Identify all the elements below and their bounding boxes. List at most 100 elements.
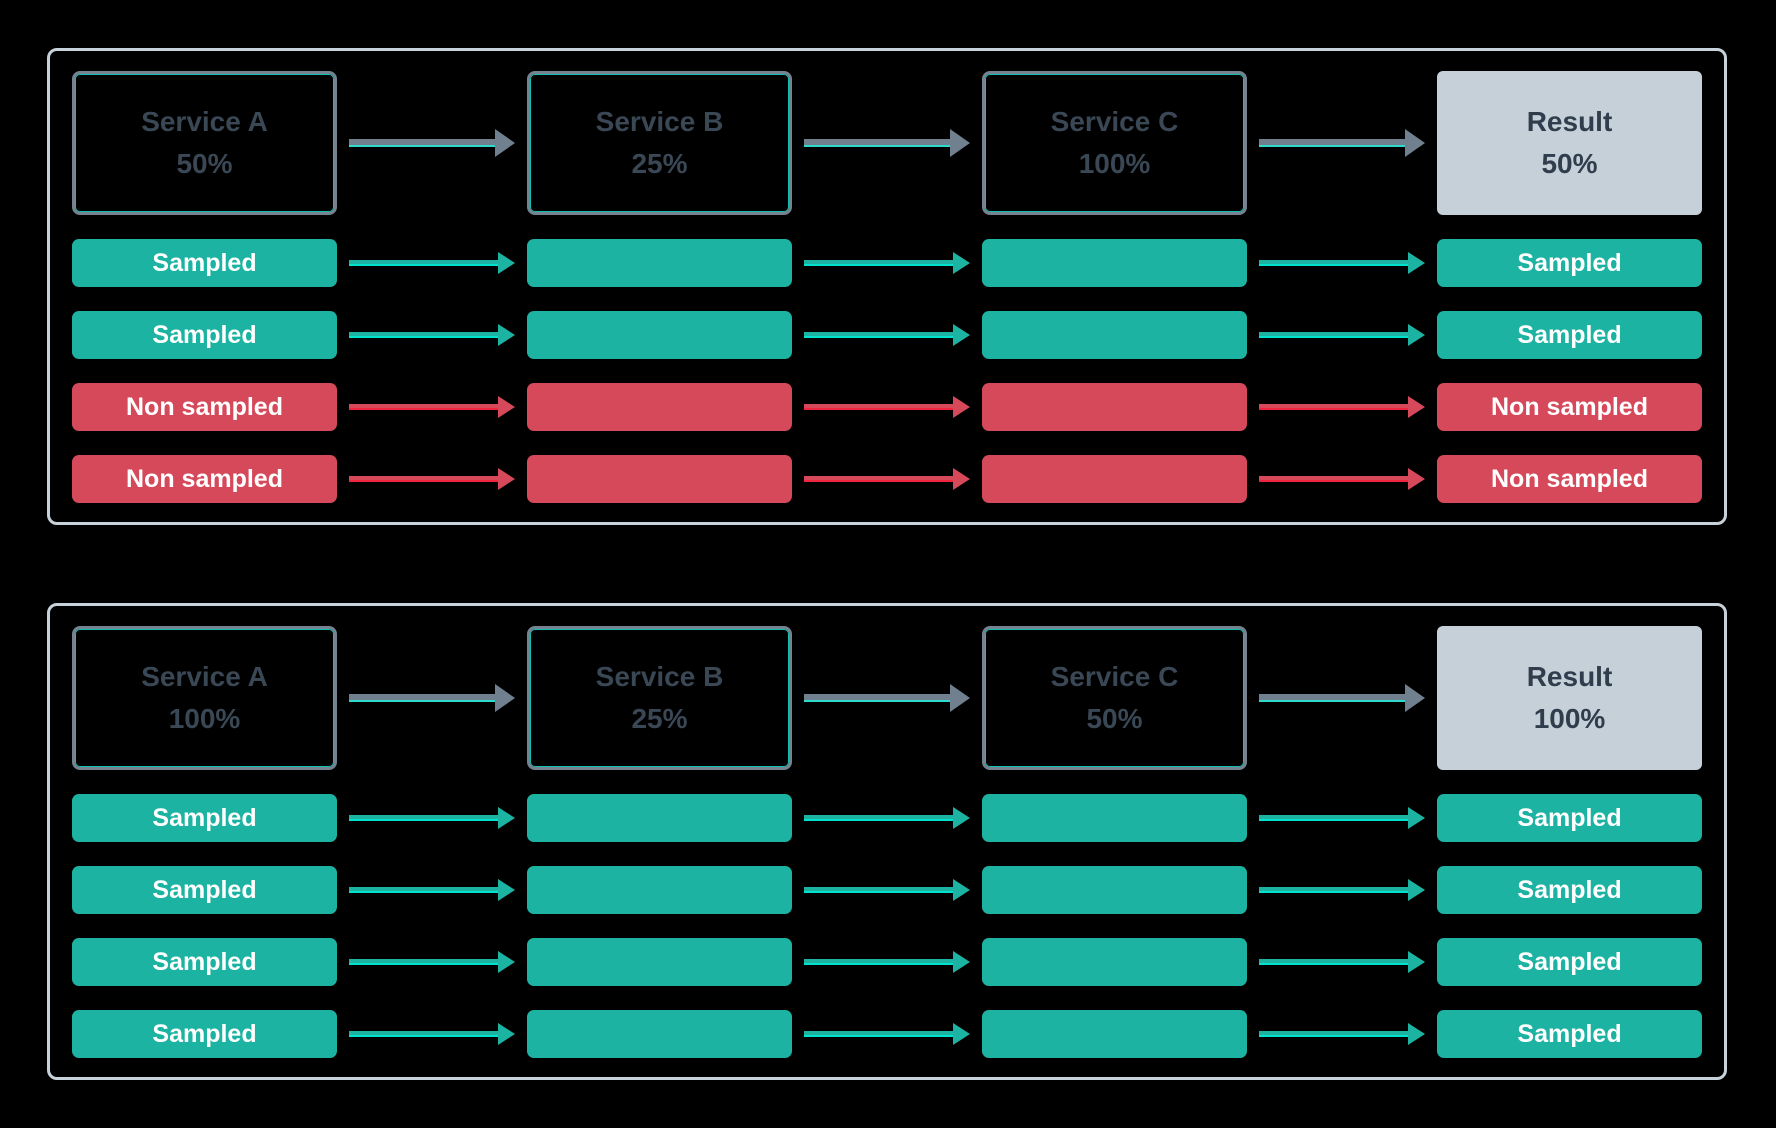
- result-rate: 100%: [1533, 703, 1606, 734]
- trace-badge-label: Sampled: [152, 803, 257, 832]
- arrow-right-icon: [1259, 626, 1425, 770]
- service-rate: 50%: [176, 148, 233, 179]
- arrow-right-icon: [804, 311, 970, 359]
- trace-badge-label: Sampled: [152, 947, 257, 976]
- trace-badge: Sampled: [72, 866, 337, 914]
- arrow-right-icon: [349, 1010, 515, 1058]
- trace-badge: Sampled: [72, 311, 337, 359]
- arrow-right-icon: [349, 239, 515, 287]
- arrow-right-icon: [349, 794, 515, 842]
- trace-badge-label: Sampled: [152, 1019, 257, 1048]
- trace-bar: [527, 455, 792, 503]
- trace-badge: Sampled: [72, 1010, 337, 1058]
- arrow-right-icon: [804, 866, 970, 914]
- service-rate: 100%: [168, 703, 241, 734]
- arrow-right-icon: [804, 794, 970, 842]
- service-b-box: Service B 25%: [527, 71, 792, 215]
- trace-badge-label: Non sampled: [126, 464, 283, 493]
- sampling-panel-2: Service A 100% Service B 25% Service C 5…: [47, 603, 1727, 1080]
- trace-badge: Non sampled: [72, 455, 337, 503]
- trace-bar: [527, 311, 792, 359]
- service-c-box: Service C 100%: [982, 71, 1247, 215]
- trace-badge: Sampled: [1437, 938, 1702, 986]
- arrow-right-icon: [1259, 938, 1425, 986]
- arrow-right-icon: [804, 239, 970, 287]
- result-name: Result: [1526, 661, 1613, 692]
- trace-bar: [527, 866, 792, 914]
- trace-badge-label: Sampled: [1517, 875, 1622, 904]
- arrow-right-icon: [349, 455, 515, 503]
- arrow-right-icon: [804, 938, 970, 986]
- trace-bar: [982, 383, 1247, 431]
- trace-bar: [982, 455, 1247, 503]
- trace-badge-label: Non sampled: [1491, 392, 1648, 421]
- service-c-box: Service C 50%: [982, 626, 1247, 770]
- trace-badge-label: Non sampled: [126, 392, 283, 421]
- trace-badge-label: Sampled: [152, 248, 257, 277]
- trace-bar: [982, 239, 1247, 287]
- service-name: Service C: [1050, 661, 1179, 692]
- trace-badge: Non sampled: [1437, 455, 1702, 503]
- result-box: Result 50%: [1437, 71, 1702, 215]
- service-rate: 25%: [631, 703, 688, 734]
- trace-badge-label: Sampled: [1517, 1019, 1622, 1048]
- trace-bar: [527, 239, 792, 287]
- trace-badge-label: Sampled: [152, 320, 257, 349]
- service-name: Service C: [1050, 106, 1179, 137]
- trace-badge: Sampled: [1437, 866, 1702, 914]
- service-name: Service B: [595, 661, 724, 692]
- trace-badge-label: Sampled: [1517, 320, 1622, 349]
- arrow-right-icon: [1259, 1010, 1425, 1058]
- result-rate: 50%: [1541, 148, 1598, 179]
- arrow-right-icon: [804, 383, 970, 431]
- trace-badge-label: Sampled: [152, 875, 257, 904]
- trace-badge: Sampled: [1437, 311, 1702, 359]
- trace-bar: [527, 794, 792, 842]
- arrow-right-icon: [1259, 794, 1425, 842]
- service-name: Service A: [141, 661, 268, 692]
- trace-badge: Sampled: [72, 794, 337, 842]
- arrow-right-icon: [349, 383, 515, 431]
- arrow-right-icon: [1259, 455, 1425, 503]
- trace-bar: [527, 383, 792, 431]
- result-box: Result 100%: [1437, 626, 1702, 770]
- trace-bar: [982, 311, 1247, 359]
- service-a-box: Service A 100%: [72, 626, 337, 770]
- service-name: Service A: [141, 106, 268, 137]
- arrow-right-icon: [1259, 239, 1425, 287]
- trace-bar: [527, 1010, 792, 1058]
- arrow-right-icon: [349, 938, 515, 986]
- arrow-right-icon: [349, 71, 515, 215]
- result-name: Result: [1526, 106, 1613, 137]
- arrow-right-icon: [1259, 71, 1425, 215]
- trace-badge-label: Sampled: [1517, 947, 1622, 976]
- arrow-right-icon: [804, 1010, 970, 1058]
- arrow-right-icon: [804, 71, 970, 215]
- trace-badge: Sampled: [1437, 1010, 1702, 1058]
- trace-bar: [527, 938, 792, 986]
- service-rate: 25%: [631, 148, 688, 179]
- arrow-right-icon: [804, 626, 970, 770]
- arrow-right-icon: [1259, 311, 1425, 359]
- trace-bar: [982, 1010, 1247, 1058]
- service-b-box: Service B 25%: [527, 626, 792, 770]
- trace-badge: Non sampled: [1437, 383, 1702, 431]
- arrow-right-icon: [1259, 866, 1425, 914]
- arrow-right-icon: [349, 626, 515, 770]
- trace-bar: [982, 794, 1247, 842]
- arrow-right-icon: [349, 311, 515, 359]
- arrow-right-icon: [349, 866, 515, 914]
- service-name: Service B: [595, 106, 724, 137]
- trace-badge: Sampled: [72, 938, 337, 986]
- service-a-box: Service A 50%: [72, 71, 337, 215]
- arrow-right-icon: [804, 455, 970, 503]
- service-rate: 100%: [1078, 148, 1151, 179]
- trace-badge: Sampled: [1437, 794, 1702, 842]
- trace-badge: Sampled: [72, 239, 337, 287]
- trace-badge: Non sampled: [72, 383, 337, 431]
- trace-bar: [982, 866, 1247, 914]
- trace-badge-label: Non sampled: [1491, 464, 1648, 493]
- sampling-panel-1: Service A 50% Service B 25% Service C 10…: [47, 48, 1727, 525]
- arrow-right-icon: [1259, 383, 1425, 431]
